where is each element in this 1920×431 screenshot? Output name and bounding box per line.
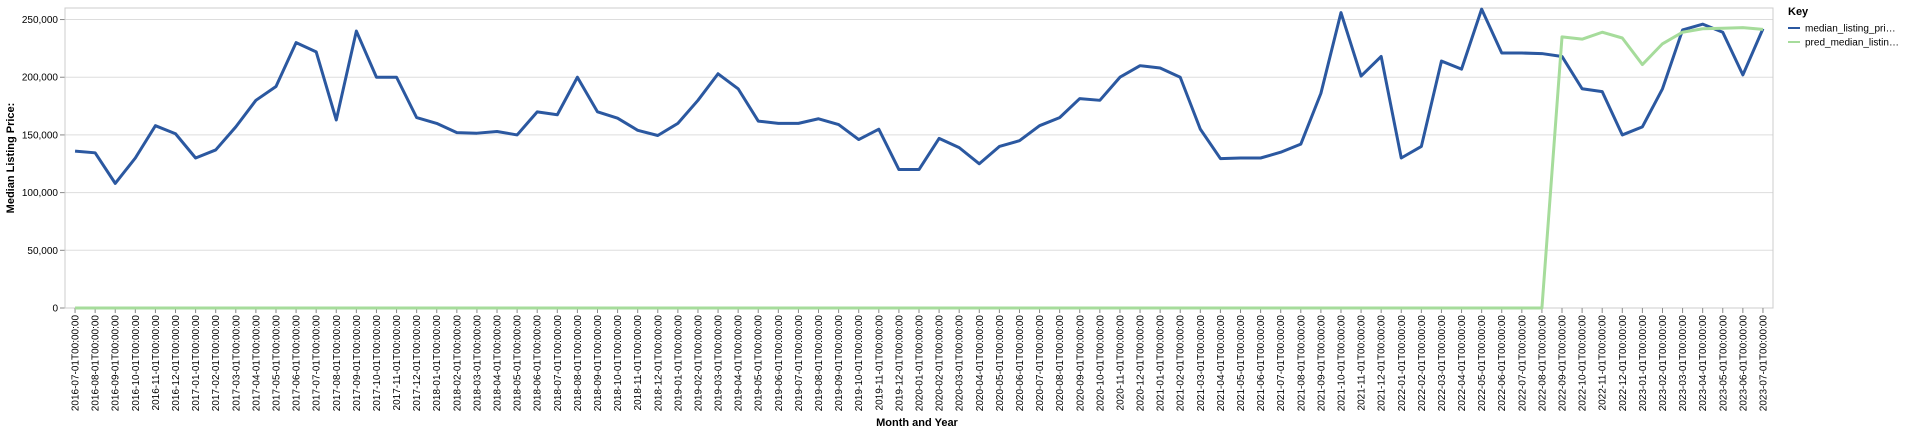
x-tick-label: 2017-10-01T00:00:00 [372, 315, 383, 412]
legend-title: Key [1788, 6, 1809, 18]
x-tick-label: 2021-11-01T00:00:00 [1357, 315, 1368, 411]
x-tick-label: 2020-02-01T00:00:00 [935, 315, 946, 412]
x-tick-label: 2021-12-01T00:00:00 [1377, 315, 1388, 412]
x-tick-label: 2023-01-01T00:00:00 [1638, 315, 1649, 412]
x-tick-label: 2019-12-01T00:00:00 [894, 315, 905, 412]
x-tick-label: 2019-05-01T00:00:00 [754, 315, 765, 412]
x-tick-label: 2019-09-01T00:00:00 [834, 315, 845, 412]
x-tick-label: 2017-02-01T00:00:00 [211, 315, 222, 412]
x-tick-label: 2020-01-01T00:00:00 [915, 315, 926, 412]
x-tick-label: 2023-04-01T00:00:00 [1698, 315, 1709, 412]
y-axis-title: Median Listing Price: [5, 103, 17, 214]
x-tick-label: 2022-06-01T00:00:00 [1497, 315, 1508, 412]
x-tick-label: 2021-10-01T00:00:00 [1336, 315, 1347, 412]
x-tick-label: 2022-01-01T00:00:00 [1397, 315, 1408, 412]
x-tick-label: 2016-08-01T00:00:00 [91, 315, 102, 412]
x-tick-label: 2020-05-01T00:00:00 [995, 315, 1006, 412]
x-tick-label: 2019-11-01T00:00:00 [874, 315, 885, 411]
x-tick-label: 2023-07-01T00:00:00 [1758, 315, 1769, 412]
y-tick-label: 100,000 [22, 188, 59, 199]
x-tick-label: 2017-09-01T00:00:00 [352, 315, 363, 412]
x-tick-label: 2020-04-01T00:00:00 [975, 315, 986, 412]
x-tick-label: 2018-11-01T00:00:00 [633, 315, 644, 411]
x-tick-label: 2023-05-01T00:00:00 [1718, 315, 1729, 412]
x-tick-label: 2018-02-01T00:00:00 [452, 315, 463, 412]
x-tick-label: 2017-08-01T00:00:00 [332, 315, 343, 412]
x-tick-label: 2016-11-01T00:00:00 [151, 315, 162, 411]
x-tick-label: 2018-07-01T00:00:00 [553, 315, 564, 412]
x-tick-label: 2023-02-01T00:00:00 [1658, 315, 1669, 412]
x-tick-label: 2021-09-01T00:00:00 [1316, 315, 1327, 412]
x-tick-label: 2019-03-01T00:00:00 [714, 315, 725, 412]
x-tick-label: 2017-12-01T00:00:00 [412, 315, 423, 412]
y-tick-label: 200,000 [22, 73, 59, 84]
x-tick-label: 2019-08-01T00:00:00 [814, 315, 825, 412]
x-tick-label: 2021-02-01T00:00:00 [1176, 315, 1187, 412]
x-tick-label: 2020-10-01T00:00:00 [1095, 315, 1106, 412]
x-tick-label: 2022-04-01T00:00:00 [1457, 315, 1468, 412]
x-tick-label: 2022-09-01T00:00:00 [1558, 315, 1569, 412]
x-tick-label: 2019-06-01T00:00:00 [774, 315, 785, 412]
x-axis-title: Month and Year [876, 417, 958, 429]
x-tick-label: 2021-04-01T00:00:00 [1216, 315, 1227, 412]
y-tick-label: 150,000 [22, 130, 59, 141]
x-tick-label: 2018-10-01T00:00:00 [613, 315, 624, 412]
x-tick-label: 2021-03-01T00:00:00 [1196, 315, 1207, 412]
x-tick-label: 2020-03-01T00:00:00 [955, 315, 966, 412]
x-tick-label: 2017-01-01T00:00:00 [191, 315, 202, 412]
x-tick-label: 2022-07-01T00:00:00 [1517, 315, 1528, 412]
x-tick-label: 2018-12-01T00:00:00 [653, 315, 664, 412]
x-tick-label: 2019-10-01T00:00:00 [854, 315, 865, 412]
x-tick-label: 2018-06-01T00:00:00 [533, 315, 544, 412]
x-tick-label: 2016-12-01T00:00:00 [171, 315, 182, 412]
x-tick-label: 2020-09-01T00:00:00 [1075, 315, 1086, 412]
x-tick-label: 2018-04-01T00:00:00 [493, 315, 504, 412]
legend-label: pred_median_listin… [1805, 38, 1899, 49]
x-tick-label: 2023-06-01T00:00:00 [1738, 315, 1749, 412]
x-tick-label: 2018-05-01T00:00:00 [513, 315, 524, 412]
x-tick-label: 2016-07-01T00:00:00 [71, 315, 82, 412]
x-tick-label: 2019-04-01T00:00:00 [734, 315, 745, 412]
x-tick-label: 2019-01-01T00:00:00 [673, 315, 684, 412]
x-tick-label: 2018-09-01T00:00:00 [593, 315, 604, 412]
x-tick-label: 2016-10-01T00:00:00 [131, 315, 142, 412]
x-tick-label: 2017-07-01T00:00:00 [312, 315, 323, 412]
x-tick-label: 2020-12-01T00:00:00 [1136, 315, 1147, 412]
series-line [74, 7, 1765, 185]
y-tick-label: 0 [52, 304, 58, 315]
x-tick-label: 2021-07-01T00:00:00 [1276, 315, 1287, 412]
x-tick-label: 2020-08-01T00:00:00 [1055, 315, 1066, 412]
y-tick-label: 50,000 [27, 246, 58, 257]
legend-label: median_listing_pri… [1805, 24, 1896, 35]
x-tick-label: 2021-08-01T00:00:00 [1296, 315, 1307, 412]
y-tick-label: 250,000 [22, 15, 59, 26]
x-tick-label: 2017-03-01T00:00:00 [231, 315, 242, 412]
x-tick-label: 2022-10-01T00:00:00 [1578, 315, 1589, 412]
x-tick-label: 2020-07-01T00:00:00 [1035, 315, 1046, 412]
x-tick-label: 2020-11-01T00:00:00 [1115, 315, 1126, 411]
series-line [75, 26, 1764, 310]
x-tick-label: 2022-08-01T00:00:00 [1537, 315, 1548, 412]
x-tick-label: 2020-06-01T00:00:00 [1015, 315, 1026, 412]
x-tick-label: 2021-01-01T00:00:00 [1156, 315, 1167, 412]
x-tick-label: 2021-05-01T00:00:00 [1236, 315, 1247, 412]
x-tick-label: 2018-03-01T00:00:00 [472, 315, 483, 412]
x-tick-label: 2018-08-01T00:00:00 [573, 315, 584, 412]
x-tick-label: 2016-09-01T00:00:00 [111, 315, 122, 412]
x-tick-label: 2017-04-01T00:00:00 [251, 315, 262, 412]
x-tick-label: 2018-01-01T00:00:00 [432, 315, 443, 412]
x-tick-label: 2017-06-01T00:00:00 [292, 315, 303, 412]
x-tick-label: 2022-05-01T00:00:00 [1477, 315, 1488, 412]
x-tick-label: 2019-02-01T00:00:00 [693, 315, 704, 412]
x-tick-label: 2017-05-01T00:00:00 [271, 315, 282, 412]
x-tick-label: 2023-03-01T00:00:00 [1678, 315, 1689, 412]
x-tick-label: 2019-07-01T00:00:00 [794, 315, 805, 412]
x-tick-label: 2017-11-01T00:00:00 [392, 315, 403, 411]
x-tick-label: 2022-03-01T00:00:00 [1437, 315, 1448, 412]
x-tick-label: 2022-12-01T00:00:00 [1618, 315, 1629, 412]
x-tick-label: 2021-06-01T00:00:00 [1256, 315, 1267, 412]
x-tick-label: 2022-02-01T00:00:00 [1417, 315, 1428, 412]
x-tick-label: 2022-11-01T00:00:00 [1598, 315, 1609, 411]
